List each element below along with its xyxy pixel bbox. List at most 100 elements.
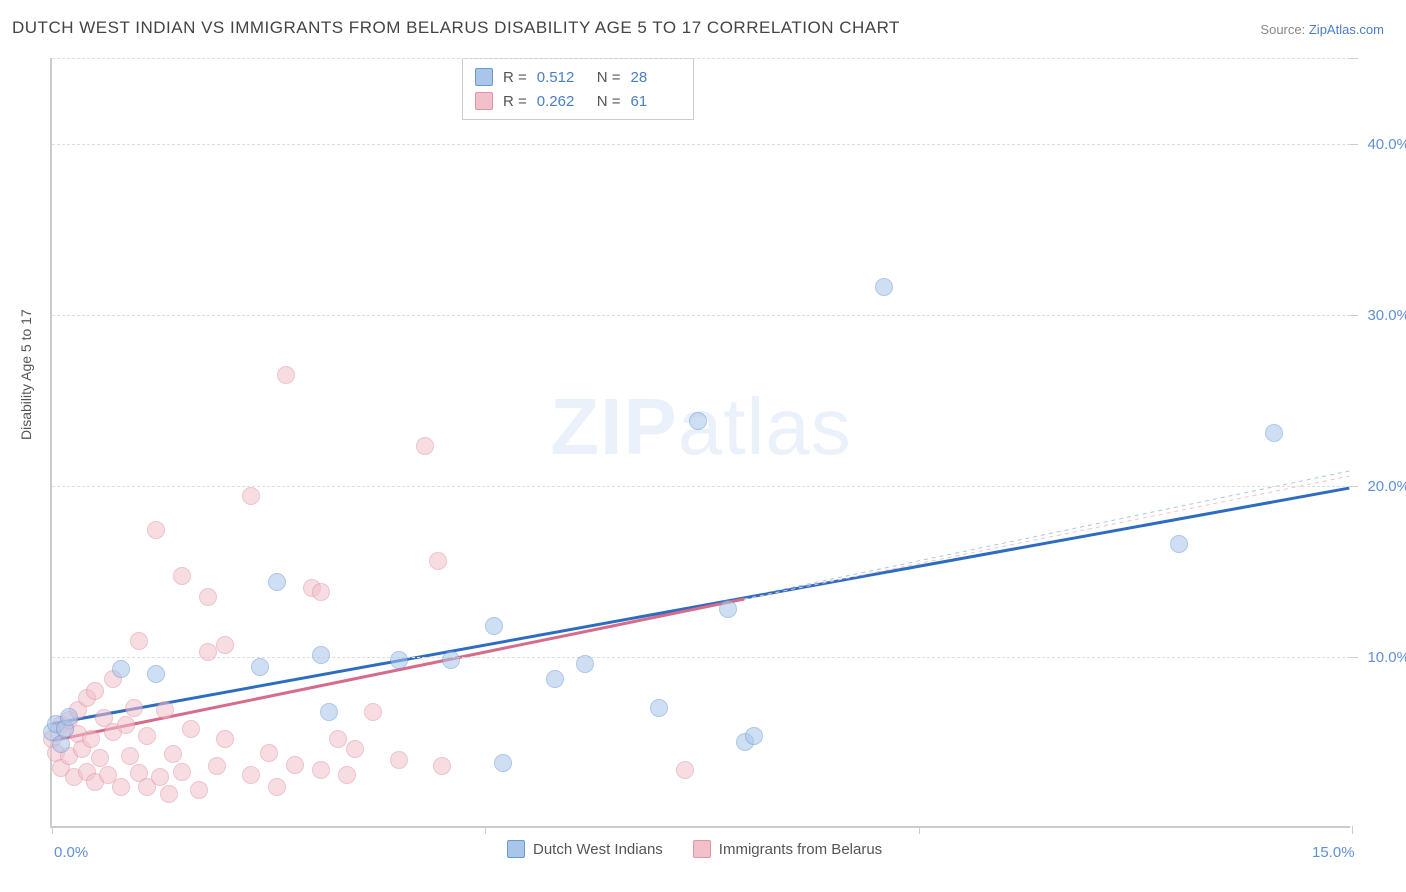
legend-item: Dutch West Indians (507, 840, 663, 858)
y-tick-label: 30.0% (1367, 307, 1406, 324)
scatter-point (320, 703, 338, 721)
scatter-point (719, 600, 737, 618)
scatter-point (138, 727, 156, 745)
source-attribution: Source: ZipAtlas.com (1260, 22, 1384, 37)
y-tick-label: 40.0% (1367, 136, 1406, 153)
scatter-point (338, 766, 356, 784)
legend-item: Immigrants from Belarus (693, 840, 882, 858)
y-tick (1350, 58, 1358, 59)
scatter-point (429, 552, 447, 570)
scatter-point (82, 730, 100, 748)
scatter-point (121, 747, 139, 765)
r-value: 0.262 (537, 93, 587, 110)
scatter-point (268, 573, 286, 591)
stats-row: R = 0.262 N = 61 (475, 89, 681, 113)
legend-swatch (507, 840, 525, 858)
scatter-point (112, 778, 130, 796)
scatter-point (485, 617, 503, 635)
scatter-point (199, 643, 217, 661)
y-tick (1350, 144, 1358, 145)
scatter-point (208, 757, 226, 775)
n-label: N = (597, 93, 621, 110)
scatter-point (86, 682, 104, 700)
scatter-point (147, 665, 165, 683)
scatter-point (173, 763, 191, 781)
x-tick-label: 0.0% (54, 844, 88, 861)
chart-container: DUTCH WEST INDIAN VS IMMIGRANTS FROM BEL… (0, 0, 1406, 892)
x-tick (52, 826, 53, 834)
scatter-point (346, 740, 364, 758)
r-value: 0.512 (537, 69, 587, 86)
n-value: 28 (631, 69, 681, 86)
watermark-bold: ZIP (550, 382, 677, 471)
x-tick (485, 826, 486, 834)
scatter-point (52, 735, 70, 753)
r-label: R = (503, 69, 527, 86)
scatter-point (216, 636, 234, 654)
y-axis-label: Disability Age 5 to 17 (18, 309, 34, 440)
scatter-point (312, 761, 330, 779)
legend-label: Immigrants from Belarus (719, 841, 882, 858)
scatter-point (242, 487, 260, 505)
x-tick-label: 15.0% (1312, 844, 1355, 861)
scatter-point (268, 778, 286, 796)
bottom-legend: Dutch West Indians Immigrants from Belaru… (507, 840, 882, 858)
scatter-point (112, 660, 130, 678)
legend-swatch (475, 92, 493, 110)
scatter-point (60, 708, 78, 726)
y-tick (1350, 315, 1358, 316)
scatter-point (875, 278, 893, 296)
scatter-point (199, 588, 217, 606)
scatter-point (676, 761, 694, 779)
scatter-point (494, 754, 512, 772)
gridline (52, 657, 1350, 658)
gridline (52, 144, 1350, 145)
r-label: R = (503, 93, 527, 110)
scatter-point (546, 670, 564, 688)
scatter-point (390, 751, 408, 769)
scatter-point (130, 632, 148, 650)
plot-area: ZIPatlas R =0.512N =28R =0.262N =61 Dutc… (50, 58, 1350, 828)
legend-label: Dutch West Indians (533, 841, 663, 858)
y-tick (1350, 657, 1358, 658)
scatter-point (147, 521, 165, 539)
stats-row: R = 0.512 N = 28 (475, 65, 681, 89)
y-tick-label: 20.0% (1367, 478, 1406, 495)
scatter-point (1170, 535, 1188, 553)
y-tick-label: 10.0% (1367, 649, 1406, 666)
scatter-point (164, 745, 182, 763)
scatter-point (390, 651, 408, 669)
scatter-point (160, 785, 178, 803)
scatter-point (242, 766, 260, 784)
scatter-point (650, 699, 668, 717)
trend-lines (52, 58, 1350, 826)
gridline (52, 58, 1350, 59)
scatter-point (745, 727, 763, 745)
n-label: N = (597, 69, 621, 86)
scatter-point (312, 583, 330, 601)
scatter-point (442, 651, 460, 669)
scatter-point (216, 730, 234, 748)
scatter-point (433, 757, 451, 775)
stats-box: R = 0.512 N = 28 R = 0.262 N = 61 (462, 58, 694, 120)
chart-title: DUTCH WEST INDIAN VS IMMIGRANTS FROM BEL… (12, 18, 900, 38)
y-tick (1350, 486, 1358, 487)
scatter-point (312, 646, 330, 664)
scatter-point (286, 756, 304, 774)
source-link[interactable]: ZipAtlas.com (1309, 22, 1384, 37)
scatter-point (156, 701, 174, 719)
gridline (52, 486, 1350, 487)
n-value: 61 (631, 93, 681, 110)
scatter-point (117, 716, 135, 734)
scatter-point (190, 781, 208, 799)
scatter-point (173, 567, 191, 585)
x-tick (919, 826, 920, 834)
scatter-point (182, 720, 200, 738)
legend-swatch (475, 68, 493, 86)
scatter-point (260, 744, 278, 762)
gridline (52, 315, 1350, 316)
scatter-point (125, 699, 143, 717)
scatter-point (576, 655, 594, 673)
x-tick (1352, 826, 1353, 834)
scatter-point (1265, 424, 1283, 442)
